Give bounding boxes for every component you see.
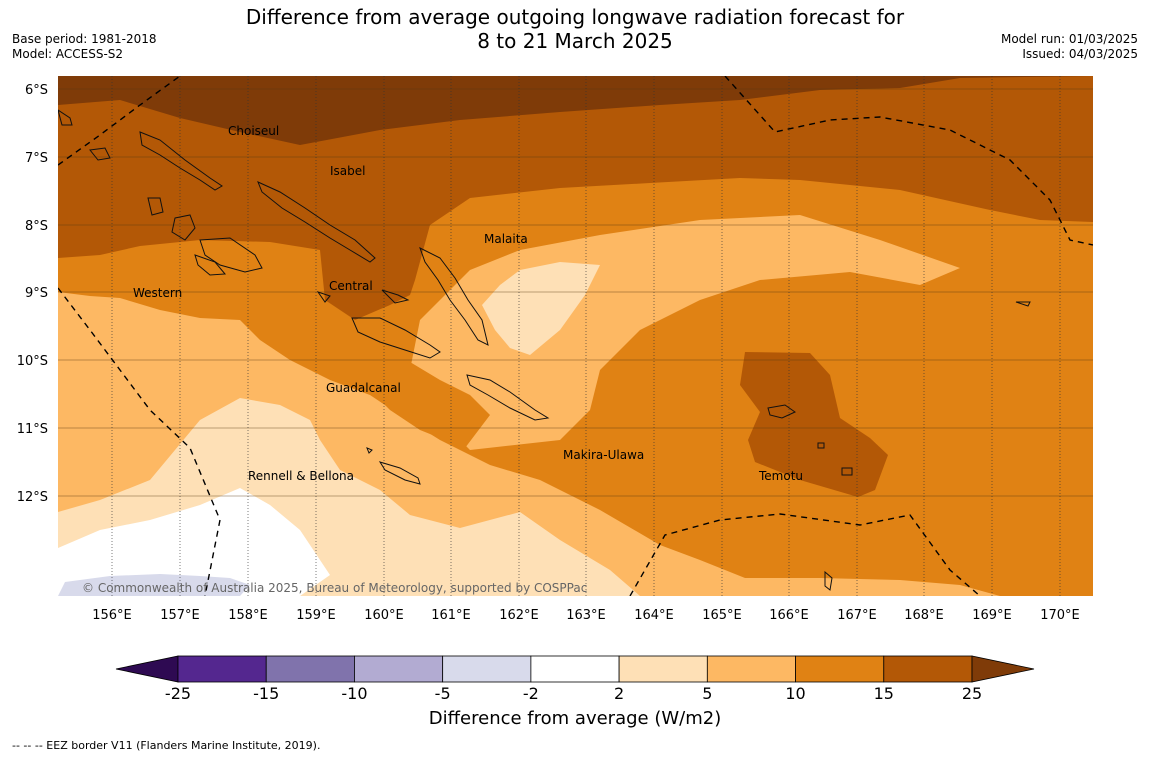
forecast-map: Choiseul Isabel Malaita Western Central … [17,76,1093,683]
band-10-15-makira [370,362,490,448]
lon-label: 158°E [228,608,268,623]
colorbar-tick-label: 15 [873,684,894,703]
island-shortland [89,147,111,161]
island-vella [147,197,164,216]
band-minus5-minus2 [58,574,250,596]
latitude-labels: 6°S 7°S 8°S 9°S 10°S 11°S 12°S [17,83,48,505]
colorbar-tick-label: -15 [253,684,280,703]
island-south [824,570,833,591]
colorbar-segment [354,655,444,683]
band-15-25-temotu [740,352,888,497]
colorbar-extend-high [971,655,1035,683]
island-savo [316,291,331,303]
band-above-25 [58,76,1093,145]
island-santa-cruz [767,404,796,419]
colorbar [115,655,1035,683]
colorbar-tick-label: 10 [785,684,806,703]
island-guadalcanal [351,317,441,359]
longitude-labels: 156°E 157°E 158°E 159°E 160°E 161°E 162°… [92,608,1080,623]
lat-label: 12°S [17,490,48,505]
lat-label: 10°S [17,354,48,369]
lat-label: 9°S [25,286,48,301]
island-ontong [1015,301,1031,307]
lon-label: 163°E [566,608,606,623]
lon-label: 166°E [769,608,809,623]
lon-label: 164°E [634,608,674,623]
lon-label: 160°E [364,608,404,623]
island-malaita [419,246,489,346]
colorbar-segment [883,655,973,683]
island-utupua [841,467,853,476]
label-malaita: Malaita [484,232,528,246]
colorbar-segment [706,655,796,683]
island-vanikoro [817,442,825,449]
colorbar-segment [795,655,885,683]
island-outlines [58,109,1031,591]
lon-label: 169°E [972,608,1012,623]
copyright-notice: © Commonwealth of Australia 2025, Bureau… [82,581,587,595]
island-rendova [194,254,227,276]
model-run: Model run: 01/03/2025 [1000,32,1138,46]
graticule [58,88,1093,497]
island-rennell [378,461,421,485]
lon-label: 167°E [837,608,877,623]
band-2-5-malaita [482,262,600,355]
colorbar-segment [265,655,355,683]
colorbar-tick-label: 25 [961,684,983,703]
lon-label: 170°E [1040,608,1080,623]
colorbar-segment [177,655,267,683]
island-florida [381,289,410,304]
label-temotu: Temotu [758,469,803,483]
label-rennell-bellona: Rennell & Bellona [248,469,354,483]
lon-label: 162°E [499,608,539,623]
lat-label: 6°S [25,83,48,98]
colorbar-segment [530,655,620,683]
region-labels: Choiseul Isabel Malaita Western Central … [133,124,803,483]
label-central: Central [329,279,373,293]
label-choiseul: Choiseul [228,124,279,138]
island-makira [466,374,550,421]
lat-label: 11°S [17,422,48,437]
eez-legend-note: -- -- -- EEZ border V11 (Flanders Marine… [12,739,321,752]
colorbar-title: Difference from average (W/m2) [428,708,722,729]
colorbar-extend-low [115,655,179,683]
island-bellona [366,447,373,454]
colorbar-tick-label: -2 [522,684,539,703]
island-new-georgia [171,214,196,241]
colorbar-tick-label: 2 [614,684,625,703]
title-line-1: Difference from average outgoing longwav… [245,5,905,29]
lon-label: 157°E [160,608,200,623]
lon-label: 161°E [431,608,471,623]
label-makira-ulawa: Makira-Ulawa [563,448,644,462]
island-choiseul [139,131,223,191]
colorbar-tick-label: -25 [164,684,192,703]
label-western: Western [133,286,182,300]
map-fill-layer: Choiseul Isabel Malaita Western Central … [58,76,1093,596]
colorbar-tick-label: 5 [702,684,713,703]
title-line-2: 8 to 21 March 2025 [477,29,673,53]
lon-label: 168°E [904,608,944,623]
issued-date: Issued: 04/03/2025 [1022,47,1138,61]
lat-label: 8°S [25,219,48,234]
colorbar-tick-label: -10 [341,684,368,703]
colorbar-tick-label: -5 [434,684,451,703]
model-name: Model: ACCESS-S2 [12,47,124,61]
island-kolombangara [199,237,263,273]
label-guadalcanal: Guadalcanal [326,381,401,395]
lat-label: 7°S [25,151,48,166]
island-bougainville-tip [58,109,73,126]
island-santa-isabel [257,181,376,263]
base-period: Base period: 1981-2018 [12,32,157,46]
eez-border [58,76,1093,596]
lon-label: 156°E [92,608,132,623]
label-isabel: Isabel [330,164,365,178]
band-minus2-2 [58,488,330,596]
lon-label: 159°E [296,608,336,623]
lon-label: 165°E [702,608,742,623]
colorbar-segment [442,655,532,683]
colorbar-segment [618,655,708,683]
